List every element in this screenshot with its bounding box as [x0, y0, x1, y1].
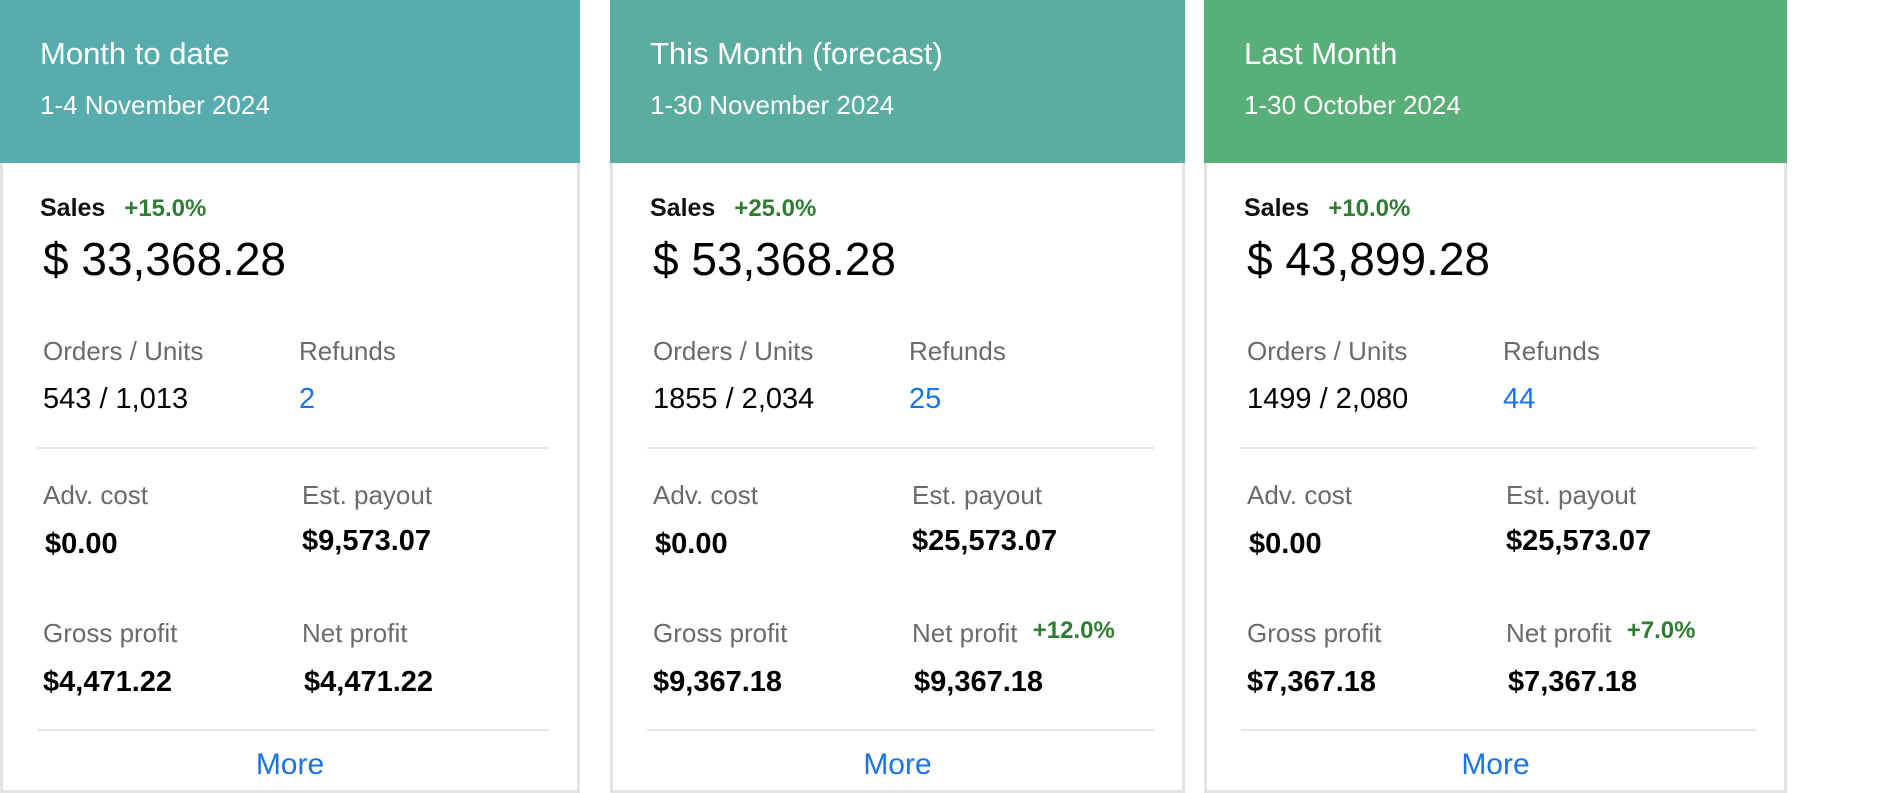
divider	[37, 447, 549, 449]
net-profit-label-row: Net profit	[302, 620, 416, 647]
adv-cost-value: $0.00	[45, 528, 118, 560]
sales-value: $ 43,899.28	[1247, 233, 1491, 285]
est-payout-value: $9,573.07	[302, 525, 432, 557]
sales-value: $ 33,368.28	[43, 233, 287, 285]
net-profit-value: $4,471.22	[304, 666, 434, 698]
refunds-link[interactable]: 2	[299, 383, 316, 415]
divider	[1241, 447, 1756, 449]
card-period: 1-30 October 2024	[1244, 90, 1461, 120]
card-period: 1-4 November 2024	[40, 90, 270, 120]
refunds-label: Refunds	[299, 336, 396, 366]
orders-units-label: Orders / Units	[1247, 336, 1408, 366]
card-header: This Month (forecast) 1-30 November 2024	[610, 0, 1185, 163]
orders-units-value: 543 / 1,013	[43, 383, 189, 415]
summary-card: Last Month 1-30 October 2024 Sales +10.0…	[1204, 0, 1787, 793]
est-payout-label: Est. payout	[302, 480, 433, 510]
summary-card: This Month (forecast) 1-30 November 2024…	[610, 0, 1185, 793]
sales-change: +15.0%	[124, 195, 207, 222]
summary-card: Month to date 1-4 November 2024 Sales +1…	[0, 0, 580, 793]
gross-profit-label: Gross profit	[1247, 618, 1382, 648]
divider	[647, 447, 1154, 449]
divider	[1241, 729, 1756, 731]
net-profit-label-row: Net profit +7.0%	[1506, 617, 1696, 648]
orders-units-value: 1855 / 2,034	[653, 383, 815, 415]
divider	[647, 729, 1154, 731]
more-link[interactable]: More	[1461, 748, 1530, 781]
sales-label-row: Sales +15.0%	[40, 196, 206, 221]
orders-units-label: Orders / Units	[653, 336, 814, 366]
net-profit-change: +12.0%	[1032, 617, 1115, 644]
gross-profit-label: Gross profit	[43, 618, 178, 648]
gross-profit-value: $7,367.18	[1247, 666, 1377, 698]
card-period: 1-30 November 2024	[650, 90, 895, 120]
net-profit-label-row: Net profit +12.0%	[912, 617, 1115, 648]
net-profit-label: Net profit	[302, 618, 408, 648]
gross-profit-value: $4,471.22	[43, 666, 173, 698]
sales-label-row: Sales +10.0%	[1244, 196, 1410, 221]
est-payout-label: Est. payout	[1506, 480, 1637, 510]
est-payout-value: $25,573.07	[1506, 525, 1652, 557]
sales-change: +25.0%	[734, 195, 817, 222]
refunds-link[interactable]: 25	[909, 383, 942, 415]
card-title: Month to date	[40, 36, 230, 71]
sales-label: Sales	[650, 194, 716, 222]
orders-units-label: Orders / Units	[43, 336, 204, 366]
sales-value: $ 53,368.28	[653, 233, 897, 285]
sales-label: Sales	[1244, 194, 1310, 222]
net-profit-label: Net profit	[912, 618, 1018, 648]
refunds-link[interactable]: 44	[1503, 383, 1536, 415]
net-profit-change: +7.0%	[1626, 617, 1696, 644]
est-payout-value: $25,573.07	[912, 525, 1058, 557]
more-link[interactable]: More	[255, 748, 325, 781]
net-profit-value: $9,367.18	[914, 666, 1044, 698]
adv-cost-value: $0.00	[1249, 528, 1322, 560]
card-title: This Month (forecast)	[650, 36, 943, 71]
adv-cost-label: Adv. cost	[653, 480, 759, 510]
refunds-label: Refunds	[1503, 336, 1600, 366]
gross-profit-value: $9,367.18	[653, 666, 783, 698]
adv-cost-label: Adv. cost	[1247, 480, 1353, 510]
adv-cost-value: $0.00	[655, 528, 728, 560]
est-payout-label: Est. payout	[912, 480, 1043, 510]
refunds-label: Refunds	[909, 336, 1006, 366]
card-title: Last Month	[1244, 36, 1398, 71]
more-link[interactable]: More	[863, 748, 932, 781]
sales-label: Sales	[40, 194, 106, 222]
sales-change: +10.0%	[1328, 195, 1411, 222]
card-header: Last Month 1-30 October 2024	[1204, 0, 1787, 163]
adv-cost-label: Adv. cost	[43, 480, 149, 510]
divider	[37, 729, 549, 731]
card-header: Month to date 1-4 November 2024	[0, 0, 580, 163]
net-profit-label: Net profit	[1506, 618, 1612, 648]
orders-units-value: 1499 / 2,080	[1247, 383, 1409, 415]
gross-profit-label: Gross profit	[653, 618, 788, 648]
sales-label-row: Sales +25.0%	[650, 196, 816, 221]
net-profit-value: $7,367.18	[1508, 666, 1638, 698]
